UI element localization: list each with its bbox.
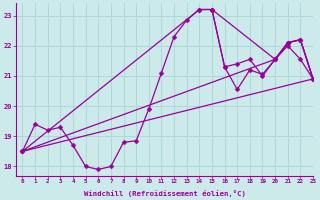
X-axis label: Windchill (Refroidissement éolien,°C): Windchill (Refroidissement éolien,°C) [84, 190, 245, 197]
